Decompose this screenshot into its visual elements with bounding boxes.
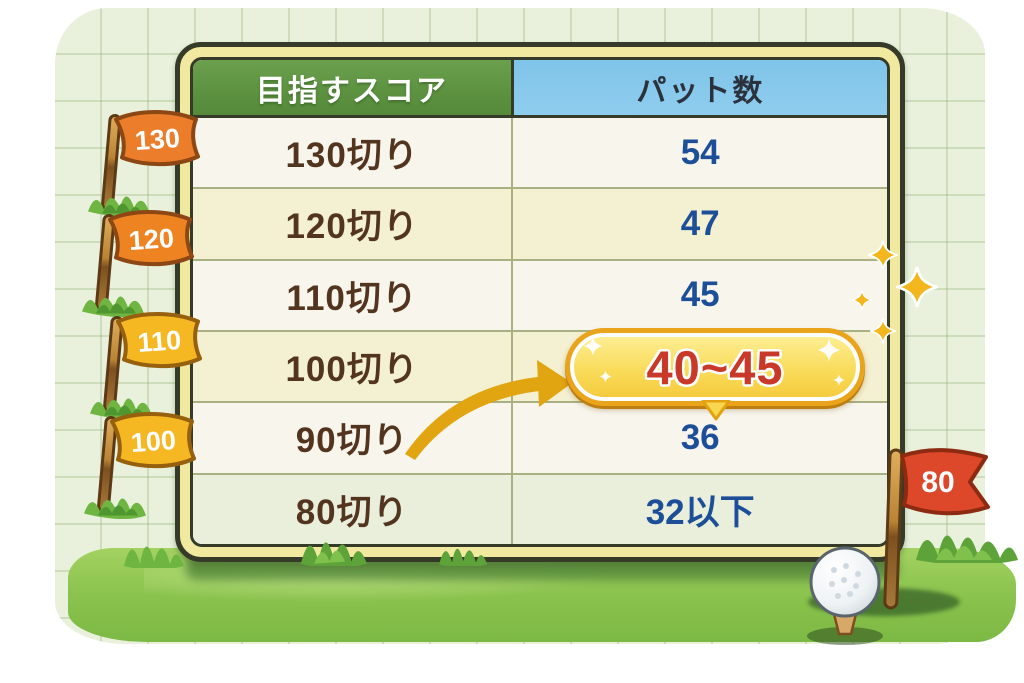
putts-cell: 47 <box>511 189 887 259</box>
sparkle-icon <box>896 266 938 308</box>
flag-label: 130 <box>134 123 181 156</box>
flag-label: 120 <box>128 223 175 256</box>
badge-value: 40~45 <box>646 340 784 394</box>
sparkle-icon <box>870 318 896 344</box>
putts-cell: 54 <box>511 118 887 188</box>
header-target-score: 目指すスコア <box>193 60 511 115</box>
header-putt-count: パット数 <box>510 60 887 115</box>
flag-130-icon: 130 <box>88 110 200 218</box>
flag-label: 100 <box>130 425 177 458</box>
badge-tail <box>700 399 732 427</box>
grass-bush <box>912 508 1022 568</box>
sparkle-icon <box>817 338 841 362</box>
sparkle-icon <box>583 336 603 356</box>
table-row: 120切り 47 <box>193 187 887 259</box>
flag-label: 110 <box>137 325 183 358</box>
sparkle-icon <box>852 290 872 310</box>
arrow-icon <box>395 350 580 460</box>
table-row: 80切り 32以下 <box>193 472 887 544</box>
score-cell: 100切り <box>285 350 419 390</box>
score-cell: 110切り <box>286 278 418 318</box>
sparkle-icon <box>599 370 612 383</box>
flag-label: 80 <box>921 466 954 499</box>
grass-tuft <box>436 534 492 571</box>
score-cell: 90切り <box>295 421 409 461</box>
sparkle-icon <box>868 240 898 270</box>
putts-cell: 36 <box>511 403 887 473</box>
score-table: 目指すスコア パット数 130切り 54 120切り 47 110切り 45 1… <box>175 42 905 562</box>
score-cell: 120切り <box>285 207 419 247</box>
score-cell: 130切り <box>285 136 419 176</box>
sparkle-icon <box>833 374 845 386</box>
table-row: 90切り 36 <box>193 401 887 473</box>
flag-120-icon: 120 <box>82 210 194 318</box>
grass-tuft <box>296 522 374 571</box>
table-row: 110切り 45 <box>193 258 887 330</box>
table-body: 130切り 54 120切り 47 110切り 45 100切り 90切り <box>193 118 887 544</box>
flag-80-icon: 80 <box>883 448 990 610</box>
flag-100-icon: 100 <box>84 412 196 520</box>
highlight-badge: 40~45 <box>565 328 865 421</box>
putts-cell <box>511 331 887 402</box>
golf-ball-icon <box>807 546 883 645</box>
score-cell: 80切り <box>295 492 409 532</box>
putts-cell: 32以下 <box>511 474 887 544</box>
badge-face: 40~45 <box>570 333 860 401</box>
board-content: 目指すスコア パット数 130切り 54 120切り 47 110切り 45 1… <box>190 57 890 547</box>
grass-tuft <box>120 528 190 573</box>
putts-cell: 45 <box>511 260 887 330</box>
table-row: 130切り 54 <box>193 118 887 188</box>
flag-110-icon: 110 <box>90 312 202 420</box>
table-header-row: 目指すスコア パット数 <box>193 60 887 118</box>
